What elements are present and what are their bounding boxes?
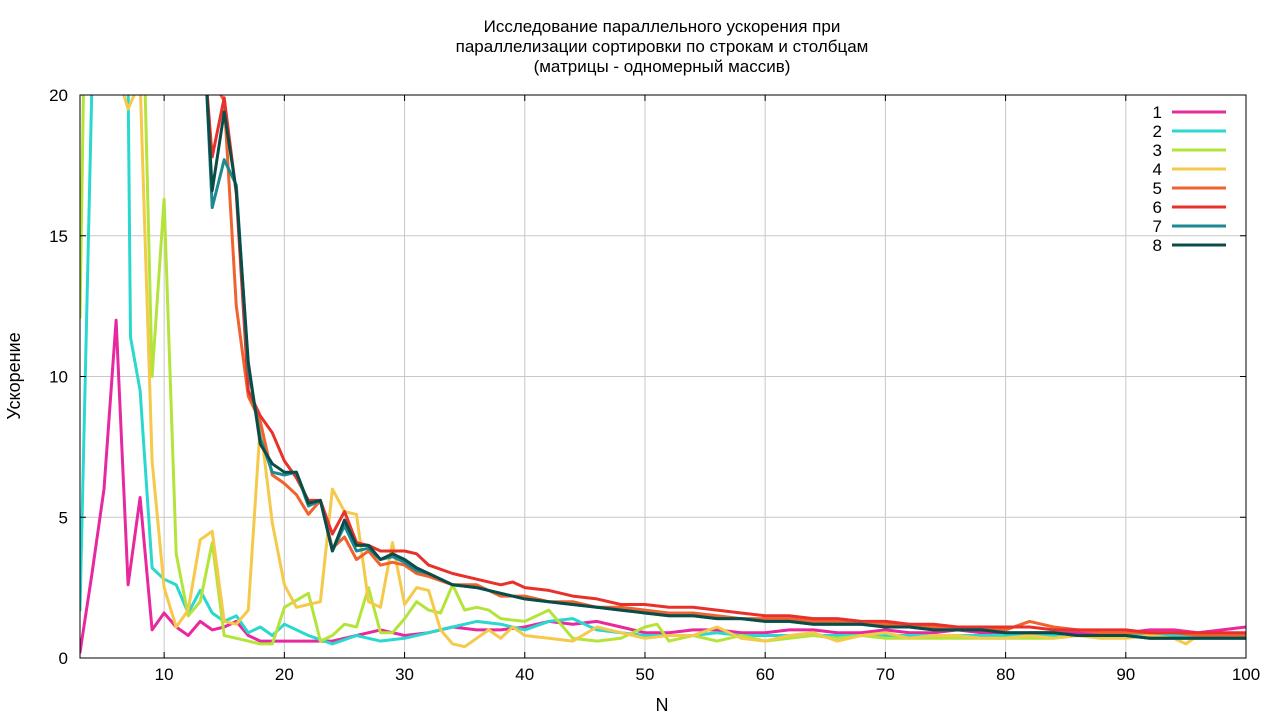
x-tick-label: 20 xyxy=(275,665,294,684)
y-tick-label: 10 xyxy=(49,368,68,387)
legend-label-4: 4 xyxy=(1153,160,1162,179)
legend-label-5: 5 xyxy=(1153,179,1162,198)
x-tick-label: 50 xyxy=(636,665,655,684)
x-axis-label: N xyxy=(656,695,669,715)
legend-label-8: 8 xyxy=(1153,236,1162,255)
series-line-3 xyxy=(80,95,1246,646)
legend-label-1: 1 xyxy=(1153,103,1162,122)
x-tick-label: 100 xyxy=(1232,665,1260,684)
y-tick-label: 0 xyxy=(59,649,68,668)
y-tick-label: 5 xyxy=(59,508,68,527)
y-tick-label: 15 xyxy=(49,227,68,246)
legend-label-2: 2 xyxy=(1153,122,1162,141)
legend-label-3: 3 xyxy=(1153,141,1162,160)
series-line-8 xyxy=(205,95,1246,640)
legend-label-7: 7 xyxy=(1153,217,1162,236)
x-tick-label: 80 xyxy=(996,665,1015,684)
series-line-4 xyxy=(122,95,1246,649)
y-axis-label: Ускорение xyxy=(4,332,24,419)
x-tick-label: 60 xyxy=(756,665,775,684)
chart-title-line-3: (матрицы - одномерный массив) xyxy=(534,57,791,76)
x-tick-label: 40 xyxy=(515,665,534,684)
series-line-2 xyxy=(80,95,1246,646)
chart-title-line-1: Исследование параллельного ускорения при xyxy=(484,17,841,36)
x-tick-label: 90 xyxy=(1116,665,1135,684)
x-tick-label: 30 xyxy=(395,665,414,684)
y-tick-label: 20 xyxy=(49,86,68,105)
legend-label-6: 6 xyxy=(1153,198,1162,217)
chart-title-line-2: параллелизации сортировки по строкам и с… xyxy=(456,37,869,56)
series-lines xyxy=(80,95,1246,654)
x-tick-label: 10 xyxy=(155,665,174,684)
x-tick-label: 70 xyxy=(876,665,895,684)
chart-title: Исследование параллельного ускорения при… xyxy=(456,17,869,76)
grid xyxy=(80,95,1246,658)
